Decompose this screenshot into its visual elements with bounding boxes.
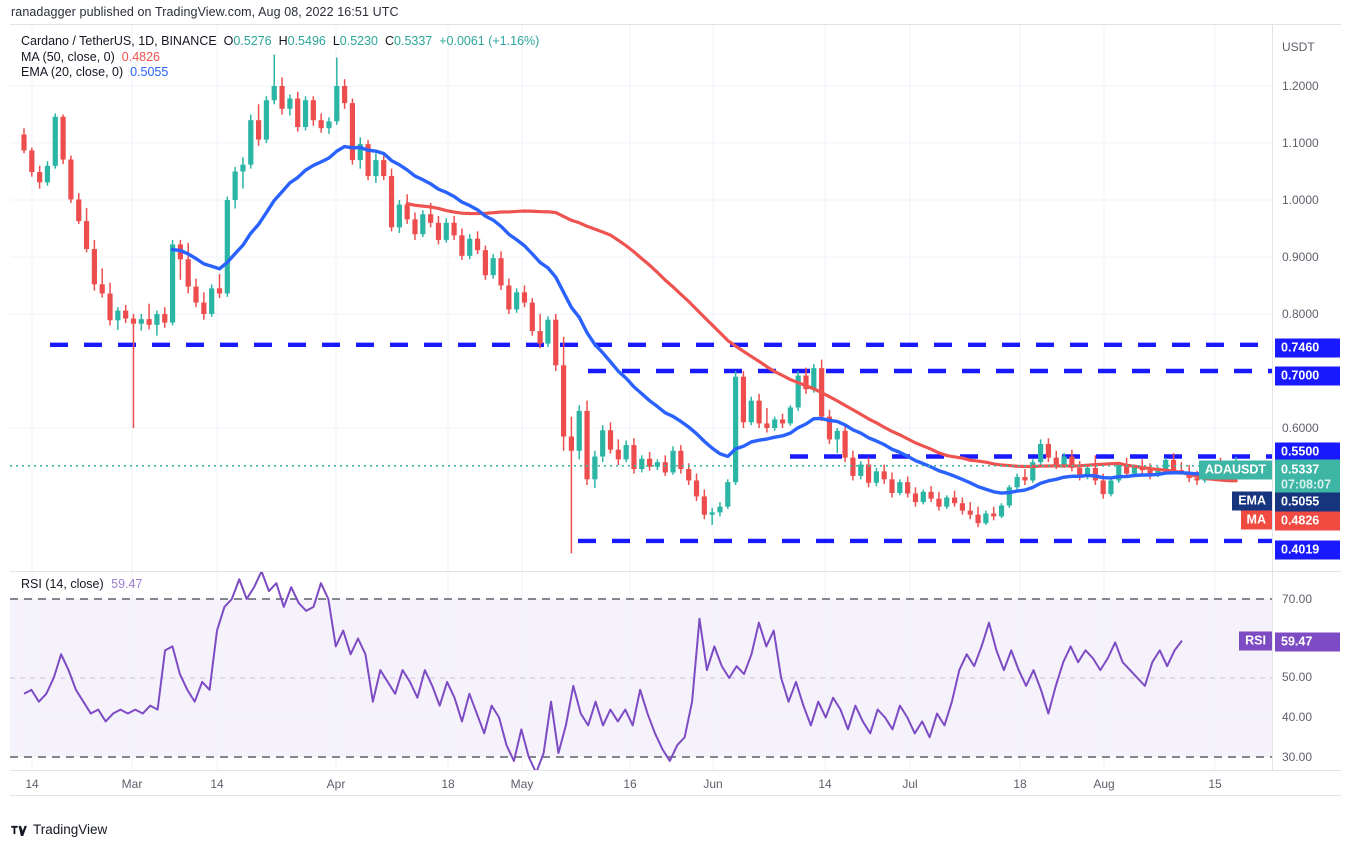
rsi-legend-label: RSI (14, close): [21, 577, 104, 591]
time-tick-label: Apr: [326, 777, 346, 791]
price-chart-svg[interactable]: [10, 25, 1272, 571]
legend-change: +0.0061 (+1.16%): [439, 34, 540, 48]
rsi-value-tag[interactable]: 59.47: [1275, 632, 1340, 652]
time-tick-label: 18: [1013, 777, 1027, 791]
pane-divider[interactable]: [10, 571, 1341, 572]
price-tick-label: 1.0000: [1282, 193, 1319, 207]
legend-high-value: 0.5496: [287, 34, 326, 48]
time-tick-label: Aug: [1093, 777, 1115, 791]
price-tick-label: 0.6000: [1282, 421, 1319, 435]
tradingview-footer: TradingView: [11, 822, 107, 837]
legend-low-label: L: [332, 34, 340, 48]
time-tick-label: May: [510, 777, 534, 791]
rsi-tick-label: 50.00: [1282, 670, 1313, 684]
legend-low-value: 0.5230: [339, 34, 379, 48]
rsi-tick-label: 40.00: [1282, 710, 1313, 724]
price-scale-currency: USDT: [1282, 40, 1315, 54]
legend-symbol-row: Cardano / TetherUS, 1D, BINANCE O0.5276 …: [21, 34, 539, 50]
rsi-tick-label: 70.00: [1282, 592, 1313, 606]
ma-value-tag[interactable]: 0.4826: [1275, 511, 1340, 531]
legend-ema-row[interactable]: EMA (20, close, 0) 0.5055: [21, 65, 539, 81]
rsi-name-tag[interactable]: RSI: [1239, 631, 1272, 651]
legend-close-value: 0.5337: [394, 34, 433, 48]
price-level-tag-resistance-0700[interactable]: 0.7000: [1275, 366, 1340, 386]
time-tick-label: 14: [818, 777, 832, 791]
legend-close-label: C: [384, 34, 395, 48]
last-price-value: 0.5337: [1281, 462, 1320, 477]
time-scale[interactable]: 14 Mar 14 Apr 18 May 16 Jun 14 Jul 18 Aug 15: [10, 770, 1341, 796]
rsi-tick-label: 30.00: [1282, 750, 1313, 764]
legend-ma-value: 0.4826: [121, 49, 160, 64]
time-tick-label: 14: [25, 777, 39, 791]
price-level-tag-resistance-0550[interactable]: 0.5500: [1275, 442, 1340, 462]
legend-high-label: H: [278, 34, 288, 48]
ema-name-tag[interactable]: EMA: [1232, 491, 1272, 511]
rsi-chart-svg[interactable]: [10, 572, 1272, 770]
rsi-pane[interactable]: RSI (14, close) 59.47: [10, 572, 1272, 770]
time-tick-label: 16: [623, 777, 637, 791]
time-tick-label: 18: [441, 777, 455, 791]
rsi-legend-value: 59.47: [111, 577, 143, 591]
legend-ema-label: EMA (20, close, 0): [21, 65, 124, 79]
legend-symbol: Cardano / TetherUS, 1D, BINANCE: [21, 34, 217, 48]
last-price-tag[interactable]: 0.5337 07:08:07: [1275, 459, 1340, 497]
time-tick-label: 14: [210, 777, 224, 791]
chart-frame[interactable]: Cardano / TetherUS, 1D, BINANCE O0.5276 …: [10, 24, 1341, 796]
time-tick-label: Jun: [703, 777, 723, 791]
time-tick-label: 15: [1208, 777, 1222, 791]
price-tick-label: 1.1000: [1282, 136, 1319, 150]
legend-ma-label: MA (50, close, 0): [21, 49, 115, 64]
rsi-legend[interactable]: RSI (14, close) 59.47: [21, 577, 142, 591]
price-tick-label: 0.8000: [1282, 307, 1319, 321]
price-scale[interactable]: USDT 1.2000 1.1000 1.0000 0.9000 0.8000 0.600…: [1272, 25, 1341, 770]
time-tick-label: Mar: [121, 777, 143, 791]
symbol-tag[interactable]: ADAUSDT: [1198, 460, 1272, 480]
ma-name-tag[interactable]: MA: [1240, 510, 1272, 530]
legend-open-label: O: [223, 34, 234, 48]
publish-info-bar: ranadagger published on TradingView.com,…: [0, 0, 1351, 24]
price-level-tag-resistance-0746[interactable]: 0.7460: [1275, 338, 1340, 358]
legend-open-value: 0.5276: [233, 34, 272, 48]
price-level-tag-support-0401[interactable]: 0.4019: [1275, 540, 1340, 560]
tradingview-brand-text: TradingView: [33, 822, 108, 837]
price-legend: Cardano / TetherUS, 1D, BINANCE O0.5276 …: [21, 34, 539, 81]
legend-ma-row[interactable]: MA (50, close, 0) 0.4826: [21, 50, 539, 66]
ema-value-tag[interactable]: 0.5055: [1275, 492, 1340, 512]
price-tick-label: 1.2000: [1282, 79, 1319, 93]
legend-ema-value: 0.5055: [130, 65, 169, 79]
countdown-timer: 07:08:07: [1281, 477, 1332, 492]
price-pane[interactable]: Cardano / TetherUS, 1D, BINANCE O0.5276 …: [10, 25, 1272, 571]
publish-info-text: ranadagger published on TradingView.com,…: [11, 5, 399, 19]
tradingview-logo-icon: [11, 825, 27, 836]
time-tick-label: Jul: [902, 777, 918, 791]
price-tick-label: 0.9000: [1282, 250, 1319, 264]
